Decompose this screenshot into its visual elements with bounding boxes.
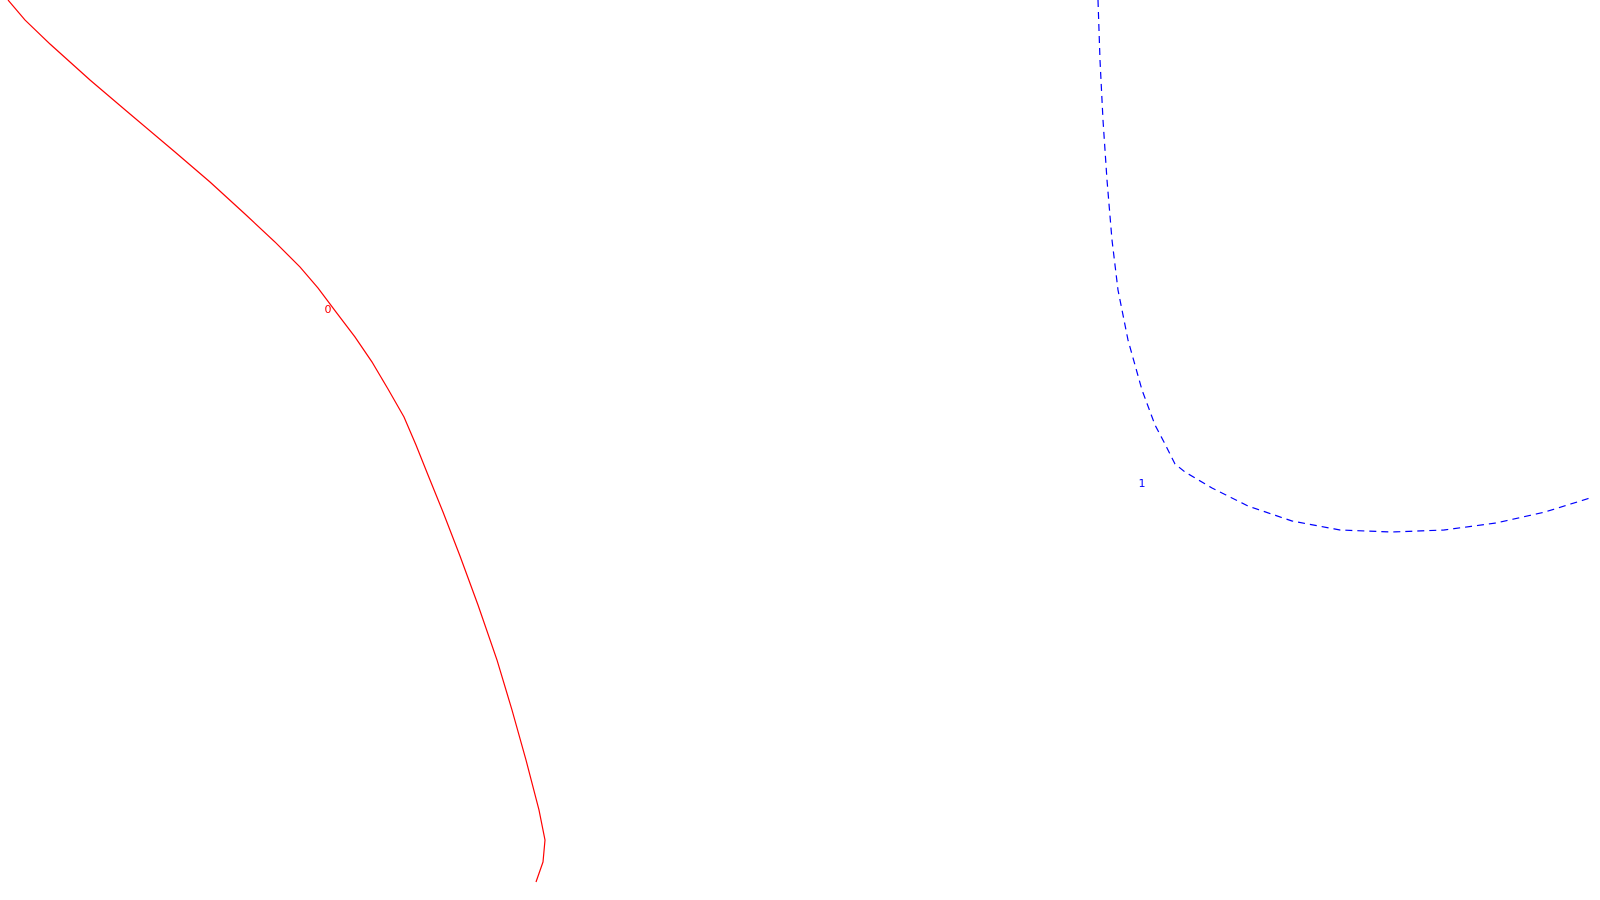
contour-label-1: 1: [1139, 477, 1146, 490]
contour-line-0: [7, 0, 546, 883]
contour-label-0: 0: [325, 303, 332, 316]
contour-line-1: [1097, 0, 1591, 533]
